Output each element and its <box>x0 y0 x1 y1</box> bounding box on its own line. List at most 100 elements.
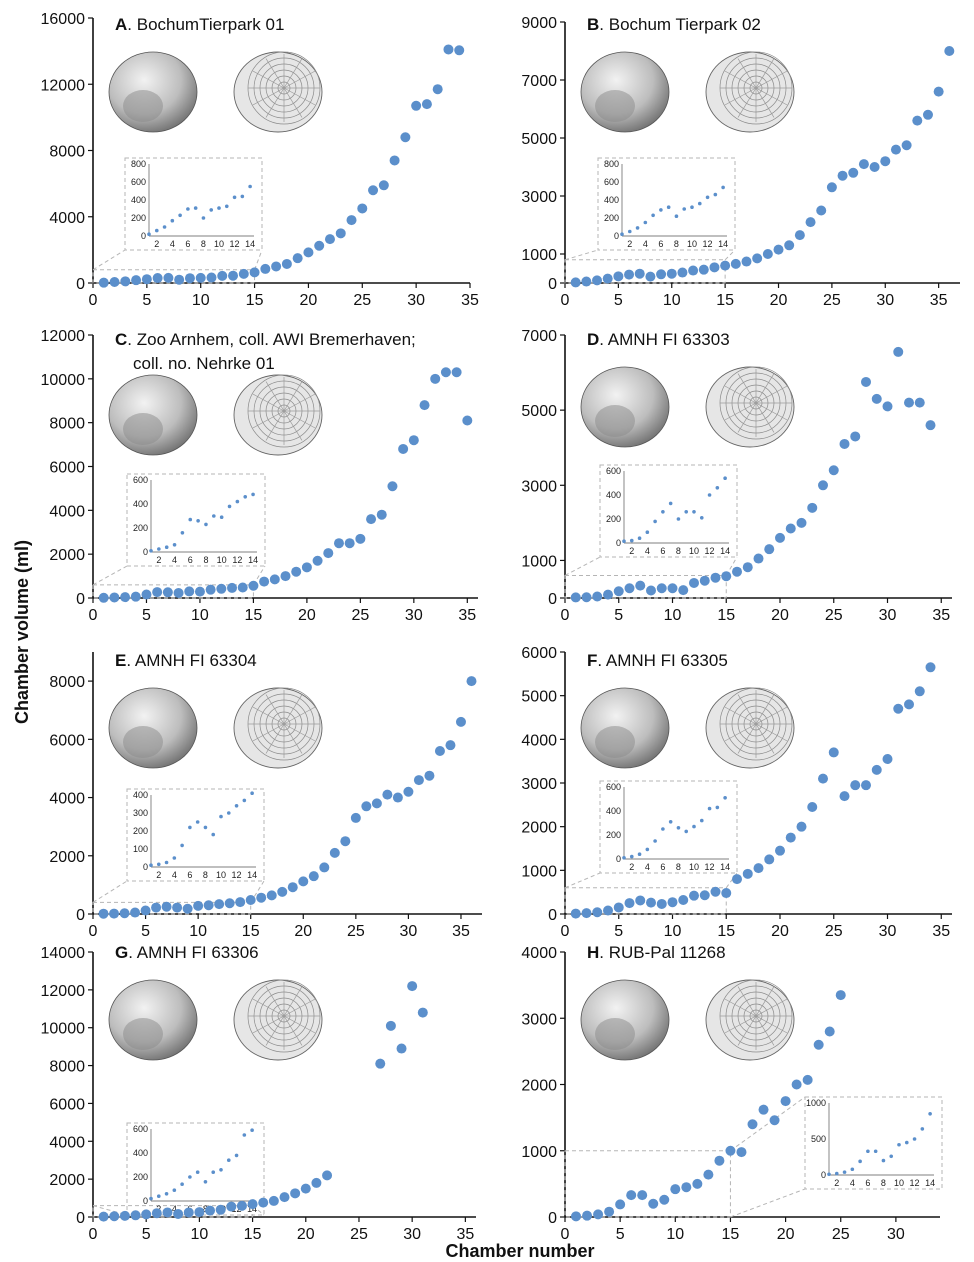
inset-x-tick-label: 4 <box>172 1204 177 1214</box>
inset-chart: 0 200 400 600 800 2 4 6 8 10 12 14 <box>92 157 263 284</box>
inset-x-tick-label: 8 <box>676 546 681 556</box>
inset-y-tick-label: 400 <box>604 195 619 205</box>
inset-data-point <box>149 863 153 867</box>
inset-y-tick-label: 200 <box>604 213 619 223</box>
data-point <box>904 699 914 710</box>
data-point <box>291 566 302 577</box>
data-point <box>109 1211 120 1222</box>
inset-data-point <box>897 1142 901 1147</box>
data-point <box>411 100 422 111</box>
data-point <box>98 592 109 603</box>
data-point <box>692 1178 703 1189</box>
inset-x-tick-label: 8 <box>201 239 206 249</box>
data-point <box>440 367 451 378</box>
inset-data-point <box>188 825 192 830</box>
inset-data-point <box>850 1167 855 1172</box>
y-tick-label: 4000 <box>49 210 85 227</box>
inset-data-point <box>180 843 184 848</box>
data-point <box>689 890 699 901</box>
data-point <box>217 270 228 281</box>
data-point <box>344 538 355 549</box>
inset-data-point <box>209 208 214 212</box>
data-point <box>775 532 785 543</box>
inset-data-point <box>226 811 231 815</box>
data-point <box>237 582 248 593</box>
y-tick-label: 12000 <box>41 328 86 345</box>
data-point <box>603 589 613 600</box>
data-point <box>813 1039 824 1050</box>
inset-y-tick-label: 200 <box>606 514 621 524</box>
data-point <box>206 272 217 283</box>
x-tick-label: 25 <box>353 292 371 309</box>
inset-y-tick-label: 0 <box>614 231 619 241</box>
data-point <box>434 745 445 756</box>
data-point <box>445 740 456 751</box>
inset-data-point <box>643 220 648 225</box>
data-point <box>357 203 368 214</box>
y-tick-label: 1000 <box>521 553 557 570</box>
data-point <box>656 269 667 280</box>
zoom-region <box>92 584 254 599</box>
data-point <box>603 905 613 916</box>
x-tick-label: 25 <box>832 1226 850 1243</box>
data-point <box>194 586 205 597</box>
data-point <box>454 45 465 56</box>
data-point <box>140 905 151 916</box>
data-point <box>624 583 635 594</box>
data-point <box>742 868 753 879</box>
inset-x-tick-label: 2 <box>629 862 634 872</box>
inset-x-tick-label: 14 <box>248 555 258 565</box>
data-point <box>890 144 901 155</box>
data-point <box>785 832 796 843</box>
data-point <box>152 587 163 598</box>
zoom-connector <box>564 556 601 576</box>
inset-x-tick-label: 14 <box>245 239 255 249</box>
data-point <box>161 901 172 912</box>
inset-x-tick-label: 8 <box>203 555 208 565</box>
data-point <box>677 267 688 278</box>
x-tick-label: 35 <box>932 923 950 940</box>
inset-data-point <box>645 847 650 852</box>
inset-data-point <box>928 1112 932 1116</box>
data-point <box>858 159 869 170</box>
data-point <box>837 170 848 181</box>
inset-chart: 0 500 1000 2 4 6 8 10 12 14 <box>564 1096 943 1218</box>
panel-name: . AMNH FI 63306 <box>128 943 258 962</box>
panel-name: . Zoo Arnhem, coll. AWI Bremerhaven; <box>127 330 416 349</box>
data-point <box>861 780 871 791</box>
inset-data-point <box>904 1140 909 1145</box>
data-point <box>417 1007 428 1018</box>
inset-data-point <box>172 543 177 547</box>
inset-data-point <box>219 515 224 519</box>
inset-y-tick-label: 200 <box>133 826 148 836</box>
inset-data-point <box>713 192 718 197</box>
x-tick-label: 0 <box>89 1226 98 1243</box>
data-point <box>710 572 721 583</box>
data-point <box>163 272 174 283</box>
shell-exterior-icon <box>580 51 670 133</box>
inset-y-tick-label: 0 <box>143 547 148 557</box>
inset-data-point <box>243 495 248 499</box>
inset-data-point <box>235 499 240 504</box>
inset-data-point <box>149 549 153 553</box>
data-point <box>914 397 925 408</box>
data-point <box>98 277 109 288</box>
inset-x-tick-label: 2 <box>627 239 632 249</box>
data-point <box>656 898 667 909</box>
inset-data-point <box>697 201 702 206</box>
inset-y-tick-label: 0 <box>141 231 146 241</box>
x-tick-label: 30 <box>887 1226 905 1243</box>
data-point <box>659 1194 670 1205</box>
data-point <box>319 862 330 873</box>
panel-title: D. AMNH FI 63303 <box>587 330 730 349</box>
data-point <box>236 1200 247 1211</box>
inset-x-tick-label: 8 <box>203 870 208 880</box>
panel-title: B. Bochum Tierpark 02 <box>587 15 761 34</box>
x-tick-label: 25 <box>825 923 843 940</box>
data-point <box>462 415 473 426</box>
data-point <box>268 1195 279 1206</box>
inset-data-point <box>676 826 681 830</box>
inset-chart: 0 200 400 600 800 2 4 6 8 10 12 14 <box>564 157 736 284</box>
x-tick-label: 15 <box>242 923 260 940</box>
inset-data-point <box>889 1154 894 1159</box>
